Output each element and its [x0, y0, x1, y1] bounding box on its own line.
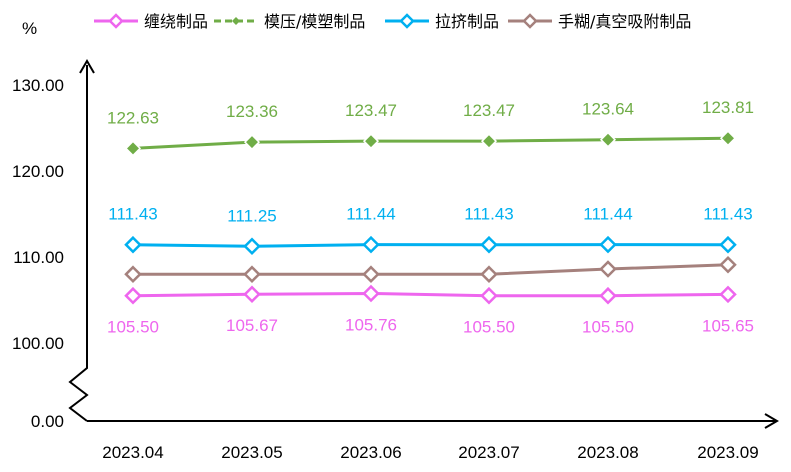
- x-tick-label: 2023.07: [458, 443, 519, 462]
- legend-marker: [232, 17, 240, 25]
- data-label: 123.36: [226, 102, 278, 121]
- axes: [68, 59, 779, 429]
- y-tick-label: 130.00: [12, 76, 64, 95]
- data-point: [480, 235, 498, 254]
- series-path: [132, 243, 729, 248]
- x-tick-label: 2023.06: [340, 443, 401, 462]
- data-point: [243, 134, 261, 151]
- y-axis-arrow: [79, 59, 95, 74]
- y-tick-label: 120.00: [12, 162, 64, 181]
- data-point: [599, 286, 617, 305]
- y-axis-ticks: 0.00 100.00 110.00 120.00 130.00: [12, 76, 64, 431]
- series-path: [132, 136, 729, 150]
- data-point: [362, 235, 380, 254]
- legend: 缠绕制品 模压/模塑制品 拉挤制品 手糊/真空吸附制品: [94, 12, 691, 31]
- y-tick-label: 110.00: [13, 248, 64, 267]
- y-axis-line-with-break: [68, 65, 89, 422]
- data-point: [599, 260, 617, 278]
- x-axis-arrow: [764, 413, 779, 429]
- data-point: [362, 133, 380, 150]
- data-point: [719, 285, 737, 304]
- data-label: 123.47: [345, 101, 397, 120]
- series-path: [133, 263, 729, 276]
- data-label: 105.50: [107, 318, 159, 337]
- data-point: [362, 284, 380, 303]
- data-label: 105.65: [702, 316, 754, 335]
- data-point: [124, 235, 142, 254]
- data-point: [599, 235, 617, 254]
- series-line: [124, 235, 737, 256]
- data-point: [480, 286, 498, 305]
- legend-label: 拉挤制品: [435, 12, 499, 31]
- data-label: 123.64: [582, 100, 634, 119]
- data-label: 111.25: [227, 206, 276, 225]
- series-line: [124, 130, 737, 157]
- data-label: 123.81: [702, 98, 754, 117]
- data-point: [719, 130, 737, 147]
- data-point: [719, 255, 737, 274]
- x-axis-ticks: 2023.04 2023.05 2023.06 2023.07 2023.08 2023.…: [102, 443, 758, 462]
- legend-item: 手糊/真空吸附制品: [508, 12, 691, 31]
- y-axis-label: %: [22, 19, 37, 38]
- y-tick-label: 100.00: [12, 334, 64, 353]
- series-group: [124, 130, 737, 305]
- x-tick-label: 2023.05: [221, 443, 282, 462]
- legend-marker: [108, 13, 124, 29]
- legend-marker: [522, 13, 538, 29]
- data-label: 111.43: [108, 205, 157, 224]
- data-label: 105.50: [582, 318, 634, 337]
- data-point: [480, 265, 498, 283]
- data-point: [480, 133, 498, 150]
- data-point: [243, 265, 261, 283]
- data-point: [124, 140, 142, 157]
- data-label: 105.76: [345, 315, 397, 334]
- data-label: 111.44: [346, 205, 395, 224]
- data-label: 111.43: [703, 205, 752, 224]
- legend-label: 缠绕制品: [144, 12, 208, 31]
- data-label: 111.44: [583, 205, 632, 224]
- data-label: 123.47: [463, 101, 515, 120]
- data-point: [243, 237, 261, 256]
- legend-marker: [399, 13, 415, 29]
- data-point: [243, 285, 261, 304]
- legend-item: 模压/模塑制品: [214, 12, 365, 31]
- series-line: [124, 284, 737, 305]
- data-labels: 105.50 105.67 105.76 105.50 105.50 105.65 122.…: [107, 98, 754, 336]
- x-tick-label: 2023.08: [577, 443, 638, 462]
- data-label: 105.67: [226, 316, 278, 335]
- data-point: [124, 265, 142, 283]
- series-line: [124, 255, 737, 283]
- data-point: [124, 286, 142, 305]
- data-point: [599, 131, 617, 148]
- y-tick-label: 0.00: [31, 412, 64, 431]
- series-path: [132, 291, 729, 298]
- legend-item: 缠绕制品: [94, 12, 208, 31]
- legend-label: 模压/模塑制品: [264, 12, 365, 31]
- data-point: [362, 265, 380, 283]
- x-tick-label: 2023.04: [102, 443, 163, 462]
- x-tick-label: 2023.09: [697, 443, 758, 462]
- data-label: 111.43: [464, 205, 513, 224]
- legend-item: 拉挤制品: [385, 12, 499, 31]
- data-label: 105.50: [463, 318, 515, 337]
- data-point: [719, 235, 737, 254]
- data-label: 122.63: [107, 108, 159, 127]
- legend-label: 手糊/真空吸附制品: [558, 12, 691, 31]
